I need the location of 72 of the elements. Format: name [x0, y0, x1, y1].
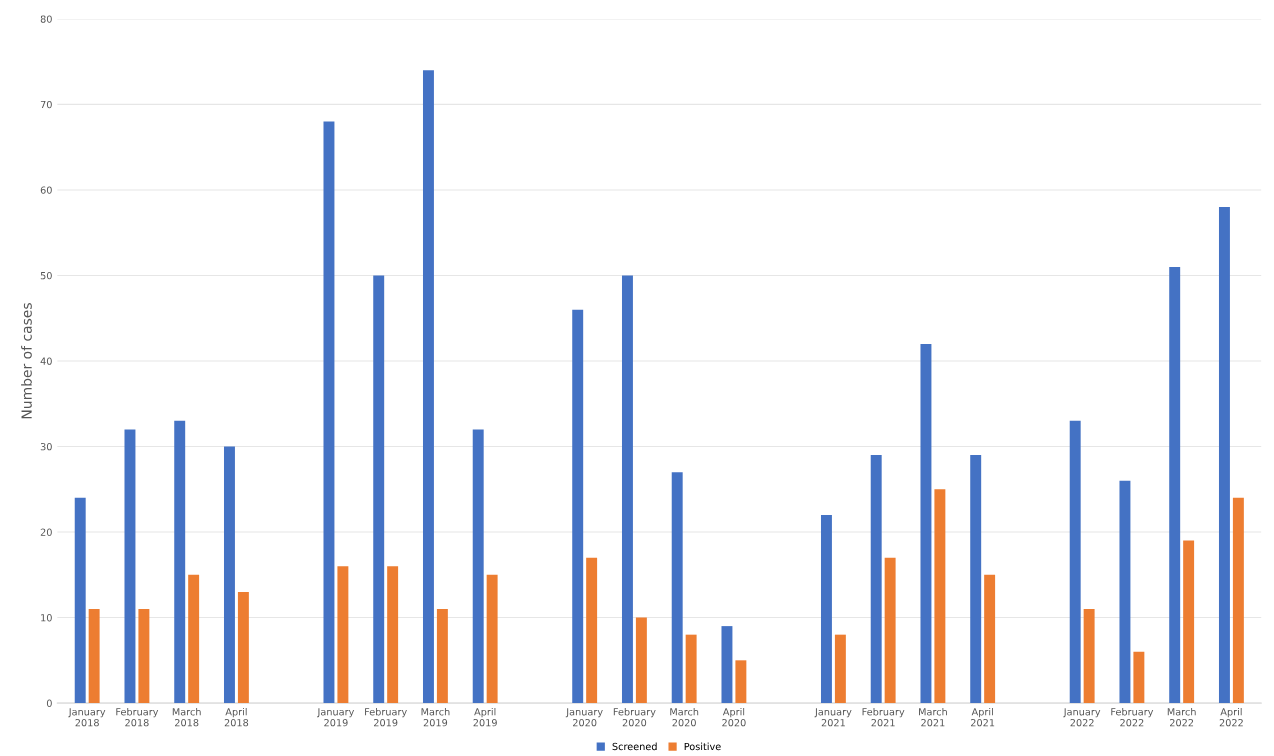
bar	[138, 609, 150, 704]
bar	[1083, 609, 1095, 704]
bar	[74, 497, 86, 704]
bar	[721, 626, 733, 704]
y-tick-label: 0	[46, 699, 52, 707]
x-tick-label: February 2018	[116, 707, 159, 727]
x-tick-label: February 2019	[365, 707, 407, 727]
x-tick-label: January 2020	[565, 708, 603, 727]
bar	[970, 455, 982, 704]
bar	[88, 609, 100, 704]
bar	[472, 429, 484, 704]
x-tick-label: April 2022	[1219, 707, 1243, 727]
x-tick-label: April 2019	[473, 707, 497, 727]
x-tick-label: April 2020	[722, 707, 746, 727]
bar	[1069, 420, 1081, 704]
bar	[486, 574, 498, 704]
bar	[237, 591, 249, 704]
bar	[223, 446, 235, 704]
bar	[934, 489, 946, 704]
bar	[387, 566, 399, 704]
x-tick-label: January 2021	[814, 708, 852, 727]
bar	[174, 420, 186, 704]
bar	[188, 574, 200, 704]
bar	[820, 514, 832, 704]
x-tick-label: January 2018	[68, 708, 106, 727]
bar	[1218, 207, 1230, 704]
bar	[323, 121, 335, 704]
bar	[621, 275, 633, 704]
x-tick-label: April 2018	[224, 707, 249, 727]
y-tick-label: 40	[40, 357, 52, 365]
bar	[984, 574, 996, 704]
bar	[422, 70, 434, 704]
x-tick-label: February 2021	[862, 707, 905, 727]
bar	[685, 634, 697, 704]
x-tick-label: March 2019	[421, 707, 450, 727]
bar	[373, 275, 385, 704]
legend-label: Positive	[684, 742, 721, 751]
y-tick-label: 70	[40, 100, 52, 109]
bar	[572, 309, 584, 704]
y-tick-label: 20	[40, 528, 52, 536]
legend-label: Screened	[612, 742, 657, 751]
y-tick-label: 80	[40, 15, 52, 23]
bar	[870, 455, 882, 704]
bar	[735, 660, 747, 704]
bar	[635, 617, 647, 704]
y-tick-label: 30	[40, 442, 52, 451]
bar	[436, 609, 448, 704]
x-tick-label: January 2022	[1063, 708, 1101, 727]
bar	[671, 472, 683, 704]
x-tick-label: February 2020	[613, 707, 656, 727]
bar	[1232, 497, 1244, 704]
bar	[834, 634, 846, 704]
bar	[586, 557, 598, 704]
x-tick-label: March 2018	[172, 707, 201, 727]
y-tick-label: 50	[40, 271, 52, 280]
bar	[337, 566, 349, 704]
x-tick-label: March 2022	[1167, 707, 1196, 727]
bar	[1119, 480, 1131, 704]
bar	[884, 557, 896, 704]
x-tick-label: April 2021	[971, 707, 995, 727]
bar	[920, 343, 932, 704]
x-tick-label: February 2022	[1111, 707, 1154, 727]
x-tick-label: March 2021	[919, 707, 947, 727]
y-tick-label: 60	[40, 186, 52, 194]
bar	[1169, 266, 1181, 704]
bar	[1183, 540, 1195, 704]
x-tick-label: January 2019	[316, 708, 355, 727]
x-tick-label: March 2020	[670, 707, 699, 727]
bar	[1133, 651, 1145, 704]
y-axis-title: Number of cases	[21, 303, 32, 419]
y-tick-label: 10	[41, 614, 52, 622]
bar	[124, 429, 136, 704]
